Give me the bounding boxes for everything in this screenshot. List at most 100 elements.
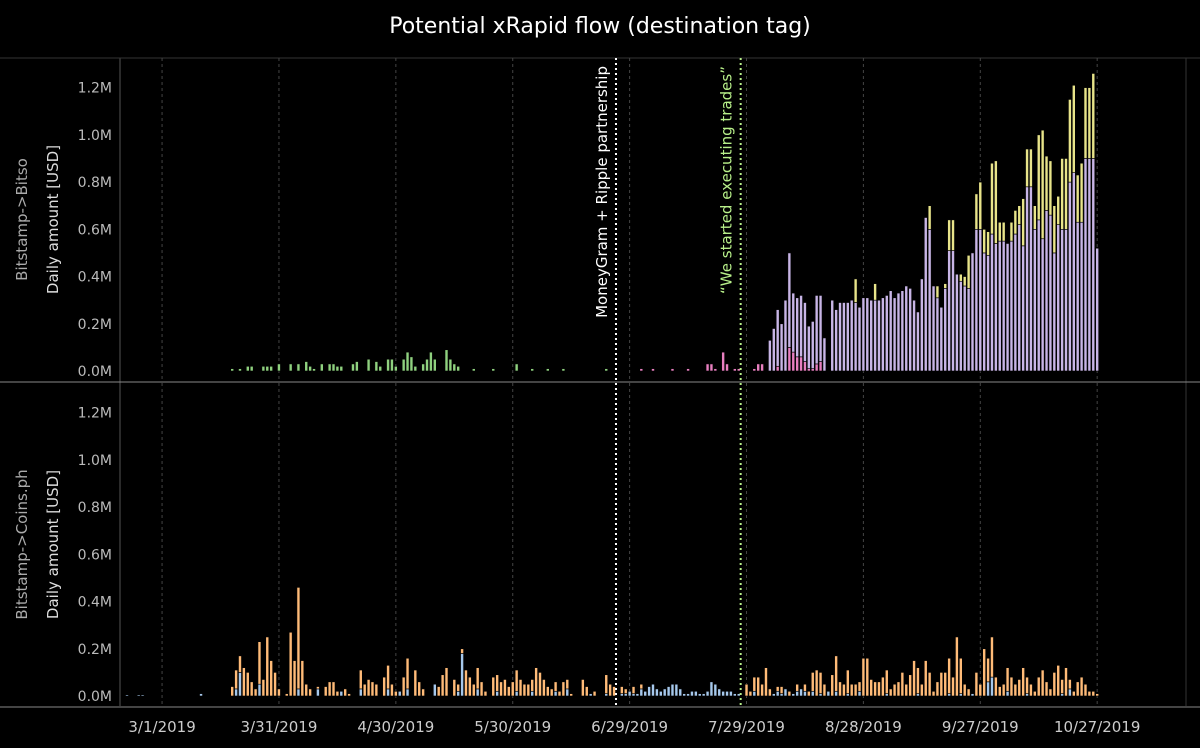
bar-blue xyxy=(495,690,499,697)
bar-yellow xyxy=(1017,205,1022,225)
bar-purple xyxy=(818,295,823,362)
bar-purple xyxy=(1060,229,1064,372)
bar-blue xyxy=(386,688,390,697)
bar-orange xyxy=(1064,667,1068,697)
bar-purple xyxy=(857,306,862,372)
bar-orange xyxy=(390,683,394,697)
bar-blue xyxy=(460,653,464,697)
bar-orange xyxy=(436,686,441,697)
bar-green xyxy=(530,368,535,372)
bar-yellow xyxy=(1001,221,1006,242)
bar-orange xyxy=(565,679,570,690)
bar-orange xyxy=(421,688,425,697)
bar-green xyxy=(374,361,379,372)
bar-green xyxy=(304,361,309,372)
bar-green xyxy=(261,365,266,372)
bar-orange xyxy=(440,674,445,697)
bar-green xyxy=(249,365,254,372)
bar-blue xyxy=(970,693,975,697)
bar-green xyxy=(429,351,433,372)
bar-purple xyxy=(768,339,772,372)
y-tick-label: 0.6M xyxy=(78,222,112,238)
bar-blue xyxy=(697,693,702,697)
bar-green xyxy=(320,363,324,372)
bar-orange xyxy=(830,674,835,697)
bar-blue xyxy=(553,690,558,697)
bar-orange xyxy=(518,679,523,697)
y-tick-label: 0.4M xyxy=(78,595,112,611)
y-tick-label: 0.0M xyxy=(78,689,112,705)
x-tick-label: 7/29/2019 xyxy=(708,718,785,736)
y-axis-title: Daily amount [USD] xyxy=(44,145,62,294)
bar-orange xyxy=(639,683,644,690)
bar-blue xyxy=(701,693,706,697)
bar-orange xyxy=(1013,683,1018,697)
bar-purple xyxy=(1005,243,1010,372)
bar-blue xyxy=(846,693,850,697)
bar-orange xyxy=(892,683,897,697)
bar-purple xyxy=(916,311,920,372)
bar-purple xyxy=(877,299,881,372)
bar-orange xyxy=(491,676,496,697)
bar-orange xyxy=(249,681,254,697)
bar-green xyxy=(245,365,250,372)
bar-purple xyxy=(1036,219,1041,372)
bar-yellow xyxy=(990,162,994,235)
bar-orange xyxy=(300,660,305,697)
bar-purple xyxy=(838,302,842,372)
bar-orange xyxy=(245,672,250,697)
bar-orange xyxy=(1033,690,1037,697)
bar-yellow xyxy=(994,160,998,244)
x-tick-label: 4/30/2019 xyxy=(357,718,434,736)
bar-orange xyxy=(927,672,932,697)
bar-orange xyxy=(779,686,784,694)
bar-orange xyxy=(810,672,815,692)
bar-green xyxy=(409,356,414,372)
bar-purple xyxy=(943,288,948,372)
bar-orange xyxy=(1040,669,1045,697)
bar-blue xyxy=(651,683,655,697)
bar-orange xyxy=(444,667,449,697)
bar-orange xyxy=(604,674,609,694)
bar-blue xyxy=(234,688,238,697)
bar-blue xyxy=(627,690,632,697)
bar-orange xyxy=(479,681,484,697)
bar-orange xyxy=(234,669,238,690)
bar-orange xyxy=(405,657,410,690)
bar-orange xyxy=(514,669,519,692)
bar-green xyxy=(491,368,496,372)
bar-orange xyxy=(760,683,764,697)
bar-orange xyxy=(1017,679,1022,697)
bar-purple xyxy=(810,321,815,369)
bar-blue xyxy=(834,690,838,697)
bar-green xyxy=(448,358,453,372)
bar-purple xyxy=(849,299,854,372)
bar-purple xyxy=(1029,186,1033,372)
bar-orange xyxy=(822,683,827,697)
bar-orange xyxy=(846,669,850,694)
bar-pink xyxy=(775,365,780,372)
y-tick-label: 0.0M xyxy=(78,364,112,380)
bar-blue xyxy=(647,686,651,697)
chart-title: Potential xRapid flow (destination tag) xyxy=(389,14,811,39)
bar-purple xyxy=(997,240,1002,372)
panel-name-label: Bitstamp->Coins.ph xyxy=(13,469,31,619)
bar-orange xyxy=(756,676,761,697)
bar-orange xyxy=(838,681,842,697)
bar-blue xyxy=(959,693,963,697)
bar-orange xyxy=(1083,683,1088,697)
bar-orange xyxy=(849,683,854,697)
bar-green xyxy=(238,368,242,372)
bar-orange xyxy=(538,672,542,697)
bar-orange xyxy=(787,690,792,697)
bar-purple xyxy=(955,273,959,372)
bar-blue xyxy=(604,693,609,697)
bar-green xyxy=(331,363,336,372)
bar-blue xyxy=(662,688,667,697)
bar-orange xyxy=(752,676,757,692)
bar-orange xyxy=(814,669,819,697)
bar-orange xyxy=(468,676,472,697)
bar-orange xyxy=(1048,688,1053,697)
bar-purple xyxy=(842,302,846,372)
bar-green xyxy=(312,368,316,372)
